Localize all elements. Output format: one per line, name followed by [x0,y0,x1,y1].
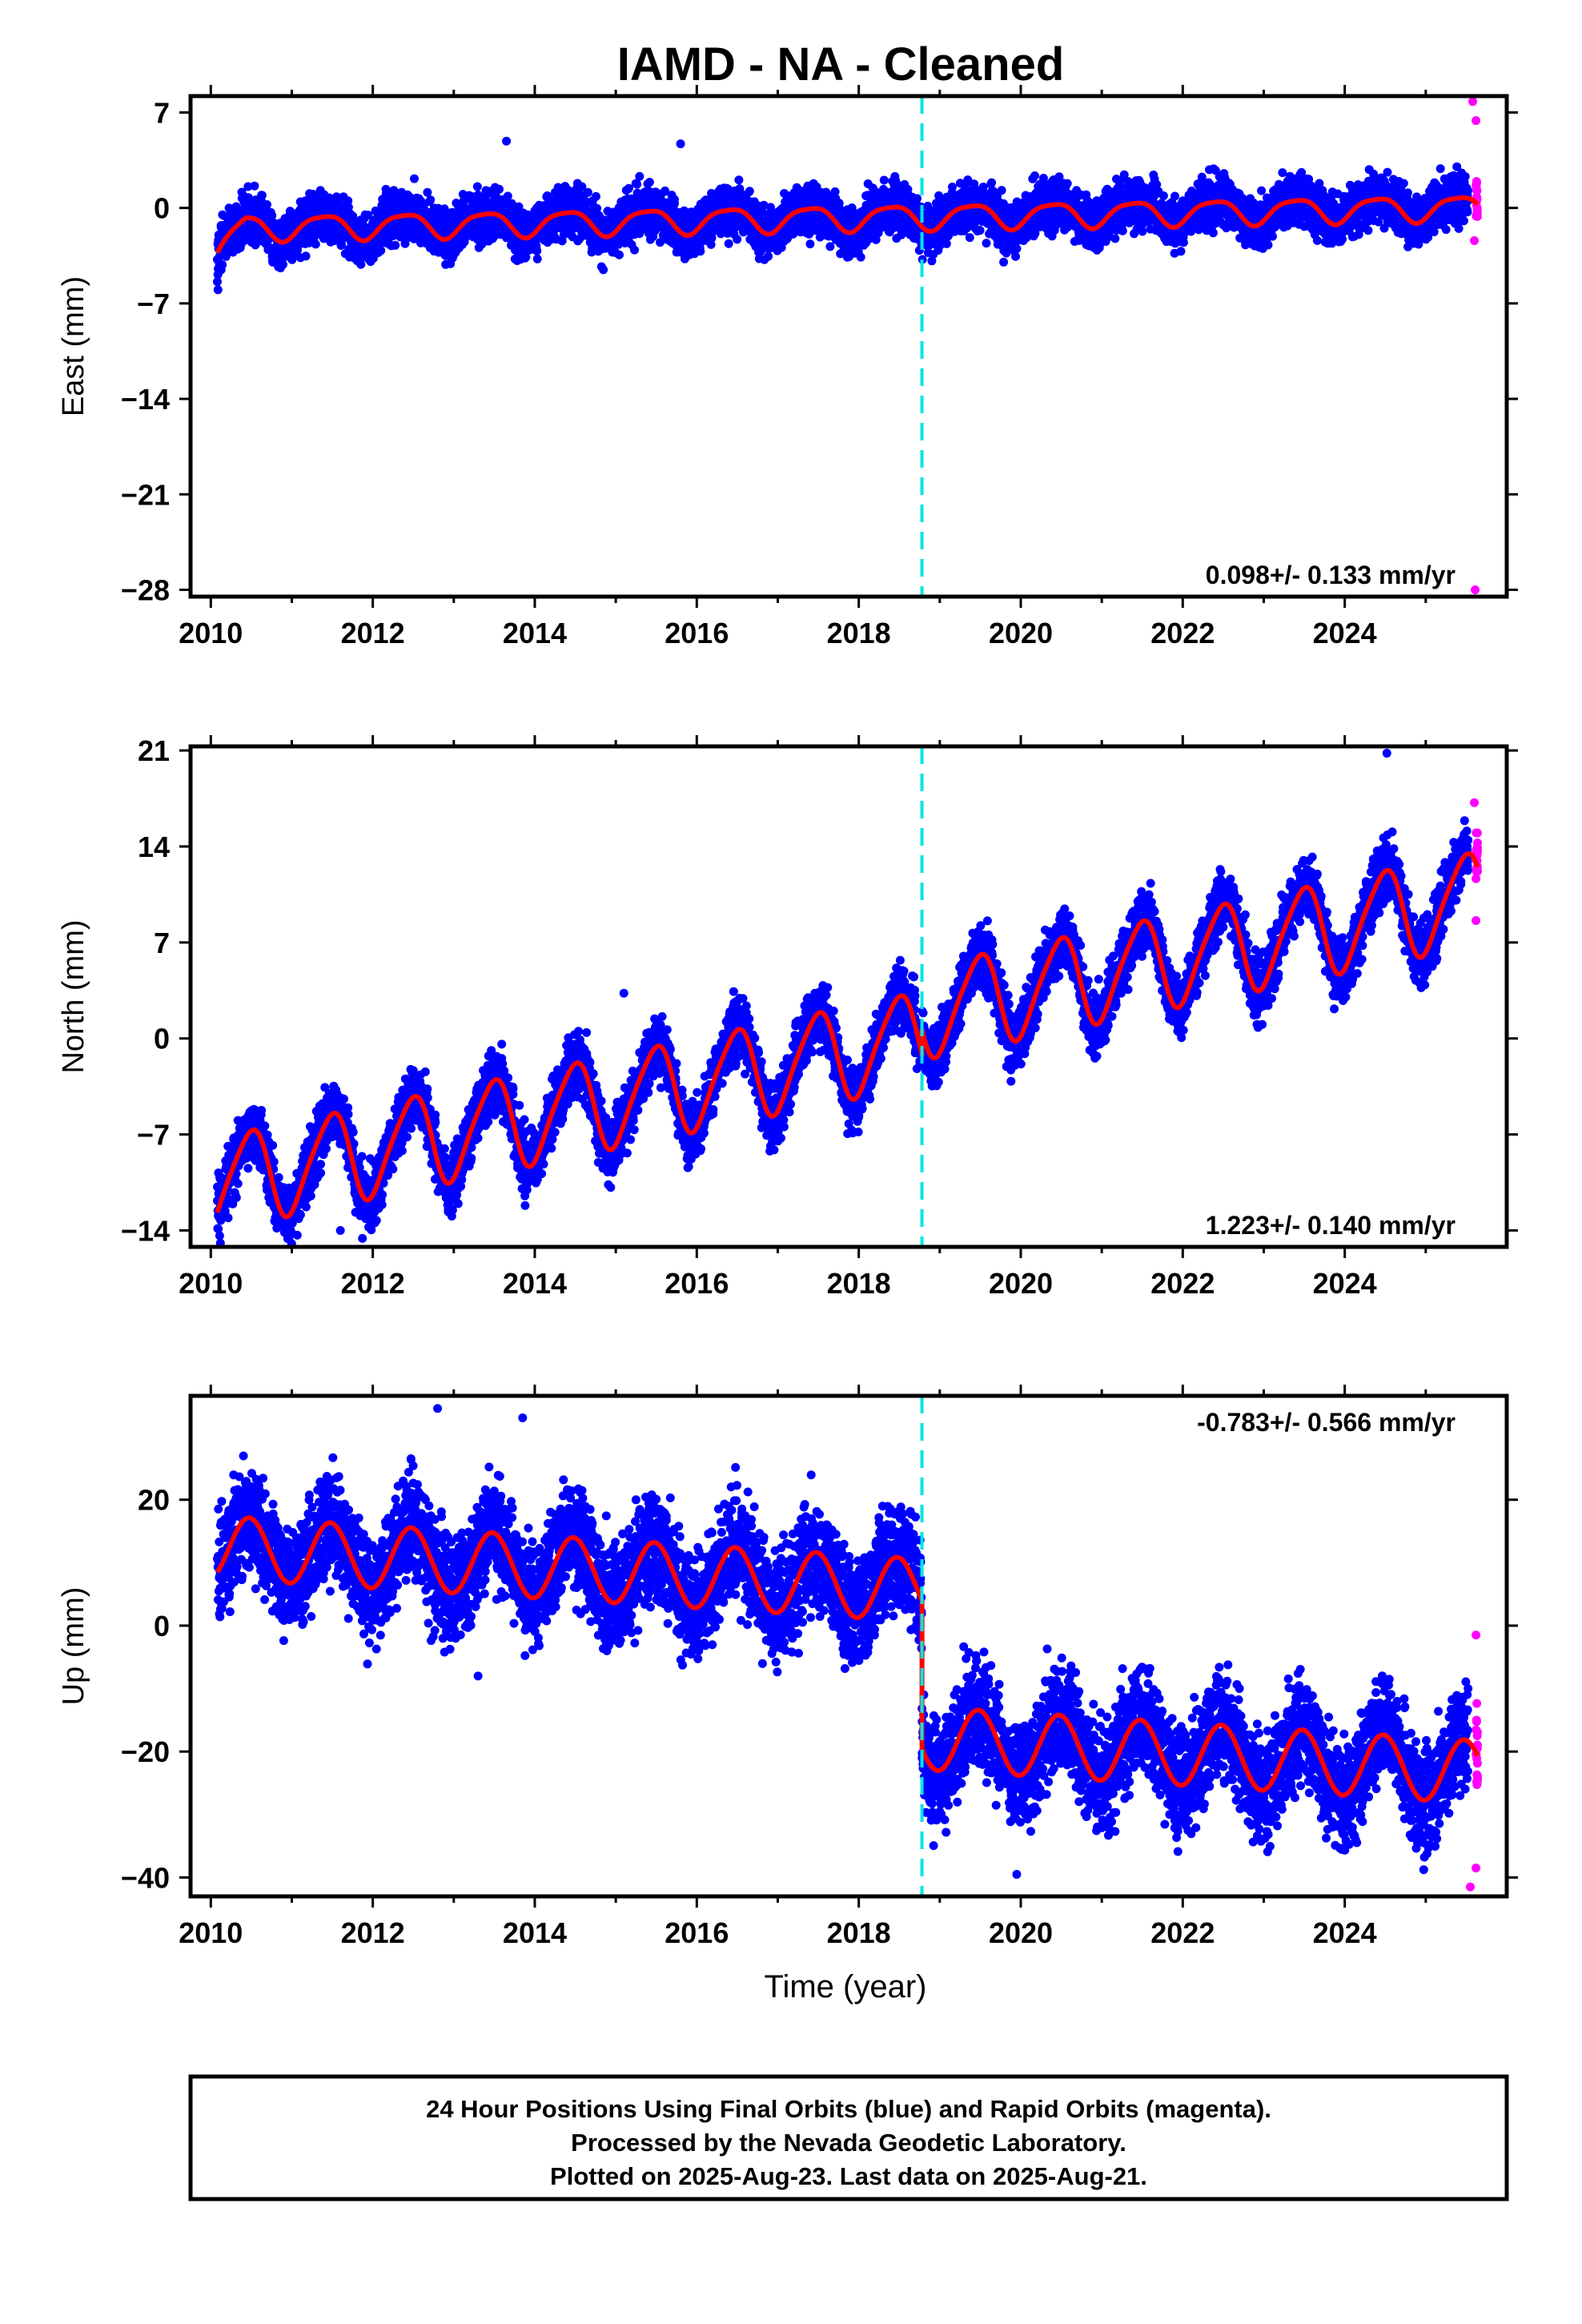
rapid-orbit-point [1472,116,1481,126]
x-tick-label: 2022 [1150,1267,1215,1300]
final-orbit-point [619,988,628,998]
x-tick-label: 2014 [503,1267,567,1300]
final-orbit-point [473,1671,483,1681]
rapid-orbit-point [1465,1882,1475,1892]
panel-east: 2010 2012 2014 2016 2018 2020 2022 2024 7 0 −7 −14 −… [57,85,1518,649]
rapid-orbit-point [1471,585,1480,594]
x-tick-label: 2020 [989,1916,1053,1949]
y-axis-label: North (mm) [57,919,90,1073]
x-tick-label: 2018 [827,1916,891,1949]
final-orbit-point-cloud [213,1451,1473,1875]
x-tick-label: 2010 [179,1916,243,1949]
x-tick-label: 2016 [665,617,729,649]
y-tick-label: 7 [154,927,170,959]
y-tick-label: −20 [121,1735,170,1768]
rapid-orbit-point [1472,838,1482,848]
plot-frame [188,744,1509,1249]
final-orbit-point-cloud [213,816,1473,1247]
final-orbit-point [1012,1869,1022,1879]
y-axis-label: East (mm) [57,276,90,416]
velocity-annotation: 0.098+/- 0.133 mm/yr [1206,561,1456,589]
x-tick-label: 2014 [503,1916,567,1949]
plot-area [191,96,1507,597]
rapid-orbit-point [1472,1770,1482,1779]
rapid-orbit-point [1472,867,1481,877]
x-tick-label: 2018 [827,1267,891,1300]
x-tick-label: 2010 [179,617,243,649]
velocity-annotation: -0.783+/- 0.566 mm/yr [1197,1408,1456,1437]
final-orbit-points [213,749,1483,1247]
rapid-orbit-point [1472,1715,1481,1725]
rapid-orbit-point [1468,97,1478,107]
final-orbit-point [676,139,685,149]
final-orbit-point [1382,749,1391,758]
x-tick-label: 2018 [827,617,891,649]
x-tick-label: 2022 [1150,617,1215,649]
final-orbit-point [335,1225,345,1235]
final-orbit-point [502,136,512,146]
x-tick-label: 2012 [341,1267,405,1300]
x-tick-label: 2020 [989,617,1053,649]
y-tick-label: −7 [137,1119,170,1152]
y-tick-label: 0 [154,1023,170,1055]
footer-line-2: Processed by the Nevada Geodetic Laborat… [571,2129,1126,2157]
y-tick-label: −21 [121,478,170,511]
y-tick-label: 0 [154,192,170,225]
rapid-orbit-point [1472,1864,1481,1873]
plot-frame [188,94,1509,599]
footer-line-3: Plotted on 2025-Aug-23. Last data on 202… [550,2162,1147,2190]
y-tick-label: −14 [121,1214,170,1247]
model-fit-line [215,195,1480,254]
y-tick-label: −14 [121,383,170,416]
rapid-orbit-point [1472,915,1481,925]
y-tick-label: 0 [154,1610,170,1642]
x-tick-label: 2016 [665,1916,729,1949]
model-fit-line [215,850,1480,1220]
panel-north: 2010 2012 2014 2016 2018 2020 2022 2024 21 14 7 0 −7… [57,734,1518,1300]
page-title: IAMD - NA - Cleaned [617,38,1065,90]
rapid-orbit-point [1470,798,1480,807]
rapid-orbit-point [1472,1630,1481,1640]
x-tick-label: 2024 [1313,1916,1377,1949]
y-tick-label: −40 [121,1861,170,1894]
velocity-annotation: 1.223+/- 0.140 mm/yr [1206,1211,1456,1240]
y-tick-label: −28 [121,573,170,606]
final-orbit-point [433,1404,443,1413]
x-tick-label: 2012 [341,617,405,649]
x-tick-label: 2020 [989,1267,1053,1300]
y-tick-label: 21 [138,734,170,767]
rapid-orbit-point [1470,236,1480,246]
model-fit-line [215,1515,1480,1803]
rapid-orbit-point [1472,1699,1482,1708]
footer-frame [188,2074,1509,2201]
x-tick-label: 2010 [179,1267,243,1300]
plot-frame [188,1393,1509,1899]
y-tick-label: 20 [138,1484,170,1517]
footer-line-1: 24 Hour Positions Using Final Orbits (bl… [426,2095,1271,2123]
rapid-orbit-point [1472,828,1481,838]
plot-area [191,746,1507,1247]
rapid-orbit-point [1472,183,1481,193]
x-tick-label: 2022 [1150,1916,1215,1949]
final-orbit-point [518,1413,528,1423]
x-axis-label: Time (year) [765,1969,927,2004]
x-tick-label: 2012 [341,1916,405,1949]
rapid-orbit-point [1472,874,1481,883]
x-tick-label: 2014 [503,617,567,649]
rapid-orbit-point [1472,210,1481,219]
y-tick-label: −7 [137,287,170,320]
y-axis-label: Up (mm) [57,1587,90,1706]
rapid-orbit-point [1472,1725,1481,1735]
y-tick-label: 7 [154,96,170,129]
x-tick-label: 2024 [1313,617,1377,649]
x-tick-label: 2024 [1313,1267,1377,1300]
y-tick-label: 14 [138,830,170,863]
panel-up: 2010 2012 2014 2016 2018 2020 2022 2024 20 0 −20 −4… [57,1385,1518,2004]
rapid-orbit-point [1472,1779,1482,1789]
footer-box: 24 Hour Positions Using Final Orbits (bl… [188,2074,1509,2201]
x-tick-label: 2016 [665,1267,729,1300]
